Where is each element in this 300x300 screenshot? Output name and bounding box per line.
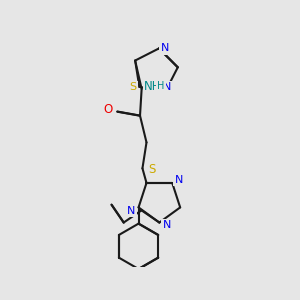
Text: N: N [163,82,172,92]
Text: NH: NH [144,80,162,93]
Text: H: H [158,82,165,92]
Text: N: N [160,44,169,53]
Text: N: N [163,220,171,230]
Text: O: O [103,103,112,116]
Text: N: N [127,206,135,216]
Text: S: S [129,82,137,92]
Text: N: N [175,175,183,185]
Text: S: S [148,164,156,176]
